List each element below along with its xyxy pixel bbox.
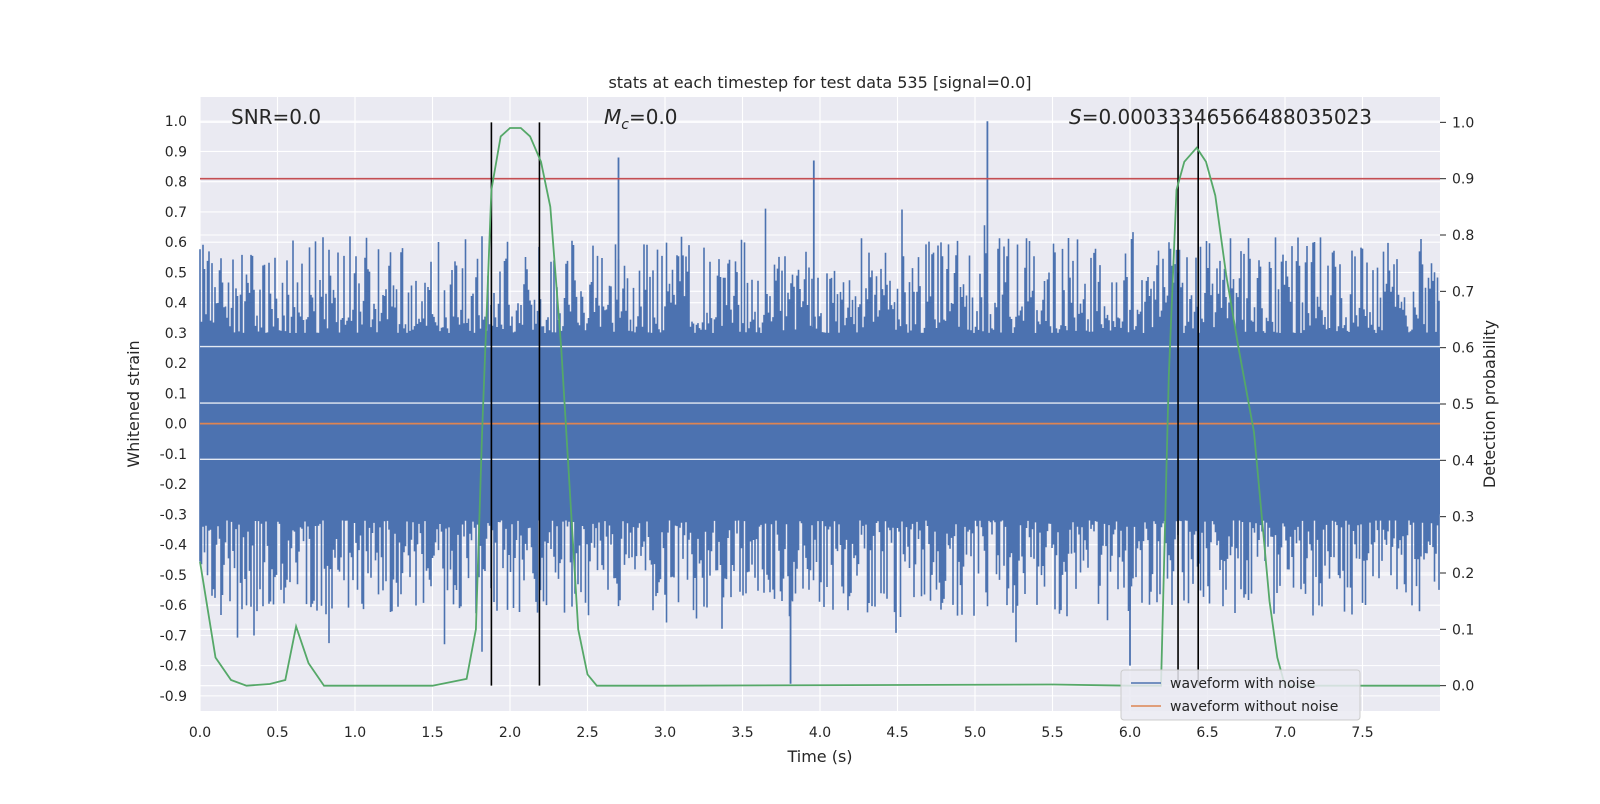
x-tick-label: 3.5 (731, 725, 753, 741)
probability-series (199, 127, 1440, 687)
y-tick-label: 0.4 (165, 296, 187, 312)
y-tick-label: -0.9 (160, 689, 187, 705)
mc-symbol: M (604, 105, 621, 129)
y-axis-ticks: 1.0 0.9 0.8 0.7 0.6 0.5 0.4 0.3 0.2 0.1 0.0 -0.1 -0.… (160, 114, 187, 705)
x-tick-label: 6.5 (1196, 725, 1218, 741)
y2-axis-label: Detection probability (1480, 320, 1499, 488)
y-tick-label: -0.8 (160, 659, 187, 675)
y2-tick-label: 0.2 (1452, 566, 1474, 582)
y2-tick-label: 0.1 (1452, 622, 1474, 638)
y2-tick-label: 0.5 (1452, 397, 1474, 413)
noise-waveform-series (199, 121, 1440, 684)
snr-annotation: SNR=0.0 (231, 105, 321, 129)
y-tick-label: 0.1 (165, 386, 187, 402)
s-symbol: S (1069, 105, 1082, 129)
x-axis-label: Time (s) (786, 747, 852, 766)
s-value: =0.00033346566488035023 (1082, 105, 1372, 129)
y-axis-label: Whitened strain (124, 340, 143, 467)
chart-title: stats at each timestep for test data 535… (608, 73, 1031, 92)
x-tick-label: 0.5 (266, 725, 288, 741)
legend-box (1120, 669, 1361, 721)
y-tick-label: -0.7 (160, 628, 187, 644)
y-tick-label: 1.0 (165, 114, 187, 130)
x-tick-label: 1.5 (421, 725, 443, 741)
y2-axis-ticks: 1.0 0.9 0.8 0.7 0.6 0.5 0.4 0.3 0.2 0.1 0.0 (1440, 115, 1474, 695)
y-tick-label: -0.2 (160, 477, 187, 493)
y2-tick-label: 0.7 (1452, 284, 1474, 300)
detection-vertical-lines (490, 122, 1199, 686)
mc-value: =0.0 (629, 105, 678, 129)
x-tick-label: 2.5 (576, 725, 598, 741)
x-tick-label: 4.0 (809, 725, 831, 741)
y-tick-label: 0.3 (165, 326, 187, 342)
legend-label-noise: waveform with noise (1170, 676, 1315, 692)
y2-tick-label: 0.3 (1452, 510, 1474, 526)
x-tick-label: 3.0 (654, 725, 676, 741)
y-tick-label: -0.5 (160, 568, 187, 584)
y-tick-label: -0.3 (160, 507, 187, 523)
y-tick-label: -0.1 (160, 447, 187, 463)
x-tick-label: 1.0 (344, 725, 366, 741)
x-tick-label: 0.0 (189, 725, 211, 741)
probability-line (199, 127, 1440, 687)
chirp-mass-annotation: Mc=0.0 (604, 105, 678, 133)
x-tick-label: 5.0 (964, 725, 986, 741)
y2-tick-label: 1.0 (1452, 115, 1474, 131)
x-tick-label: 5.5 (1041, 725, 1063, 741)
x-tick-label: 4.5 (886, 725, 908, 741)
y2-tick-label: 0.4 (1452, 453, 1474, 469)
x-axis-ticks: 0.0 0.5 1.0 1.5 2.0 2.5 3.0 3.5 4.0 4.5 5.0 5.5 6.0 6… (189, 725, 1374, 741)
y-tick-label: -0.4 (160, 538, 187, 554)
x-tick-label: 7.0 (1274, 725, 1296, 741)
x-tick-label: 7.5 (1351, 725, 1373, 741)
legend-label-clean: waveform without noise (1170, 699, 1338, 715)
y-tick-label: 0.7 (165, 205, 187, 221)
s-annotation: S=0.00033346566488035023 (1069, 105, 1372, 129)
y-tick-label: 0.6 (165, 235, 187, 251)
y2-tick-label: 0.8 (1452, 228, 1474, 244)
y-tick-label: 0.5 (165, 265, 187, 281)
x-tick-label: 6.0 (1119, 725, 1141, 741)
noise-waveform-line (199, 208, 1440, 652)
y-tick-label: 0.9 (165, 144, 187, 160)
mc-subscript: c (621, 117, 629, 133)
y-tick-label: 0.0 (165, 417, 187, 433)
legend: waveform with noise waveform without noi… (1120, 669, 1361, 721)
y2-tick-label: 0.9 (1452, 172, 1474, 188)
y-tick-label: 0.2 (165, 356, 187, 372)
x-tick-label: 2.0 (499, 725, 521, 741)
y-tick-label: 0.8 (165, 175, 187, 191)
y2-tick-label: 0.0 (1452, 679, 1474, 695)
y2-tick-label: 0.6 (1452, 341, 1474, 357)
y-tick-label: -0.6 (160, 598, 187, 614)
